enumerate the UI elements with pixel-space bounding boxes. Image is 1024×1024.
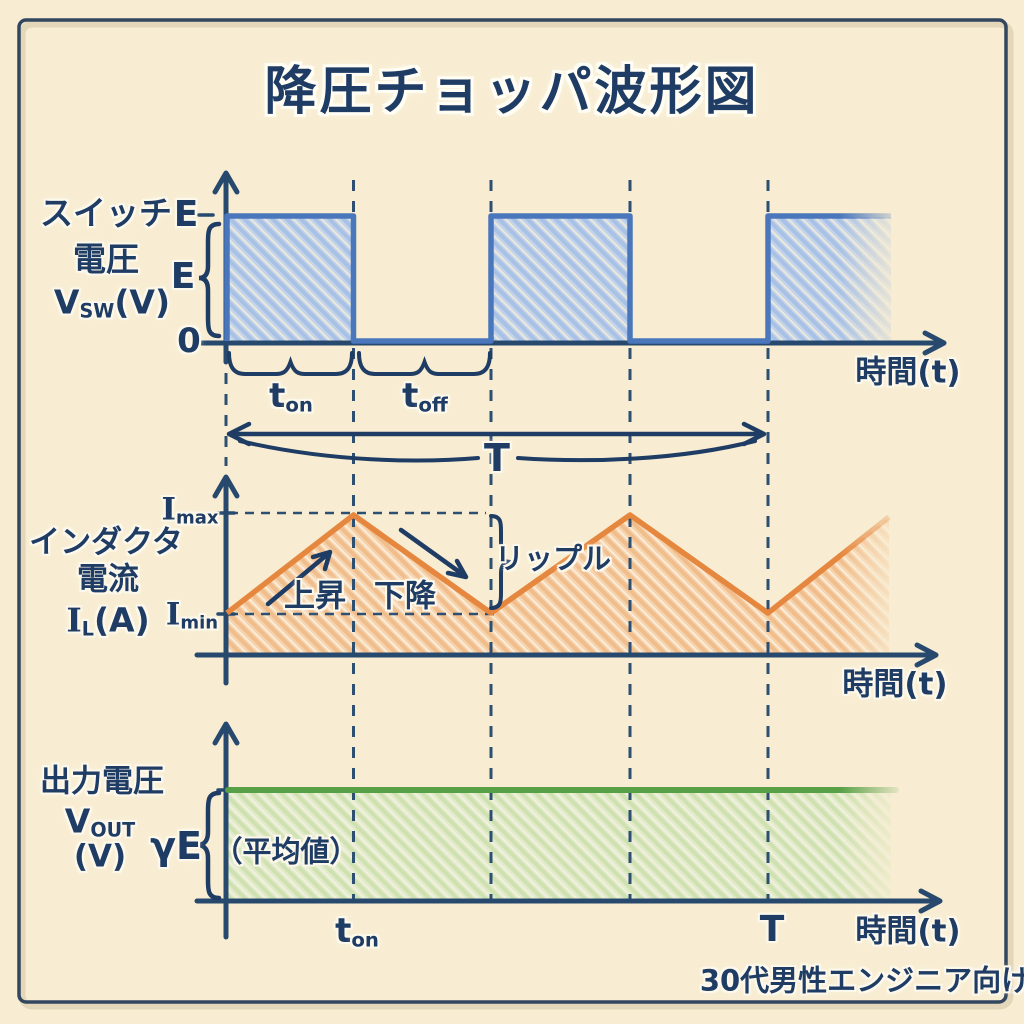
chart1-x-arrowhead-icon <box>922 330 947 356</box>
chart2-y-arrowhead-icon <box>212 474 240 499</box>
chart2-x-arrowhead-icon <box>914 642 939 668</box>
guide-lines <box>224 180 770 900</box>
c2-imin-base: I <box>165 596 181 633</box>
pulse-fill-1 <box>227 217 354 342</box>
page-title: 降圧チョッパ波形図 <box>264 62 760 122</box>
triangle-fill <box>227 515 889 653</box>
c1-toff-base: t <box>402 375 419 416</box>
chart2-annotations <box>265 514 513 610</box>
c1-ton-sub: on <box>285 393 313 417</box>
c2-xlabel: 時間(t) <box>842 666 948 703</box>
c2-ylabel-symbol: IL(A) <box>66 603 149 638</box>
c1-ylabel-line2: 電圧 <box>73 239 139 279</box>
c3-sym-base: V <box>64 801 91 841</box>
pulse-fill-3 <box>768 217 891 342</box>
c1-ton-base: t <box>269 375 286 416</box>
inductor-current-fill-group <box>227 515 889 653</box>
paper-shadow <box>18 20 1014 1010</box>
level-guides <box>229 511 501 616</box>
output-voltage-fill-group <box>228 793 891 899</box>
period-arrow <box>226 421 767 463</box>
chart1-y-arrowhead-icon <box>212 170 240 195</box>
c2-imax-label: Imax <box>161 491 219 529</box>
c3-period-mark: T <box>759 909 785 950</box>
ripple-brace <box>489 514 513 610</box>
c2-ripple-label: リップル <box>494 541 612 576</box>
c1-sym-unit: (V) <box>114 282 171 322</box>
c2-sym-base: I <box>66 600 82 640</box>
c3-xlabel: 時間(t) <box>855 913 961 950</box>
c2-sym-unit: (A) <box>93 600 150 640</box>
c2-ylabel-line1: インダクタ <box>29 524 183 561</box>
c3-ton-sub: on <box>351 928 379 952</box>
c1-toff-sub: off <box>418 393 448 417</box>
c1-sym-sub: SW <box>79 299 115 323</box>
switch-voltage-fill-group <box>227 217 891 342</box>
c2-imin-label: Imin <box>165 596 219 634</box>
amplitude-brace <box>198 221 222 339</box>
period-arrow-curve-left <box>238 439 480 463</box>
fall-arrowhead-icon <box>445 558 469 580</box>
chart3-x-arrowhead-icon <box>918 888 943 914</box>
c3-level-label: γE <box>150 824 202 868</box>
ton-underbrace <box>227 351 354 376</box>
c1-ton-label: ton <box>269 379 313 415</box>
inductor-current-wave <box>225 512 891 616</box>
c3-sym-sub: OUT <box>90 818 136 842</box>
c2-imax-base: I <box>161 491 177 528</box>
c3-ton-base: t <box>335 910 352 951</box>
switch-voltage-wave <box>224 213 891 344</box>
gamma-e-brace <box>198 790 222 901</box>
frame-border <box>17 18 1008 1004</box>
pulse-fill-2 <box>491 217 630 342</box>
rise-arrowhead-icon <box>310 549 333 572</box>
c3-ylabel-symbol: VOUT <box>65 804 135 839</box>
output-fill <box>228 793 891 899</box>
rise-arrow <box>265 550 332 607</box>
c1-ylabel-line1: スイッチ <box>40 193 172 233</box>
c1-tick-high: E <box>173 194 199 235</box>
c2-imax-sub: max <box>176 507 219 529</box>
c1-period-label: T <box>484 436 510 480</box>
c1-toff-label: toff <box>402 379 448 415</box>
footer-note: 30代男性エンジニア向け <box>699 963 1024 998</box>
c3-ylabel-line1: 出力電圧 <box>40 763 164 800</box>
c2-sym-sub: L <box>81 617 94 641</box>
triangle-wave-line <box>225 512 891 616</box>
chart3-y-arrowhead-icon <box>212 721 240 746</box>
chart2-axes <box>194 474 939 686</box>
c3-ton-label: ton <box>335 914 379 950</box>
c2-imin-sub: min <box>180 612 219 634</box>
c1-tick-zero: 0 <box>177 321 201 361</box>
fall-arrow <box>398 527 468 579</box>
c1-xlabel: 時間(t) <box>855 354 961 391</box>
square-wave-line <box>224 213 891 344</box>
c2-fall-label: 下降 <box>374 578 436 615</box>
c3-average-note: （平均値） <box>213 834 359 869</box>
c3-ylabel-unit: (V) <box>73 838 127 875</box>
c1-ylabel-symbol: VSW(V) <box>54 285 170 320</box>
c2-ylabel-line2: 電流 <box>77 561 139 598</box>
period-arrow-curve-right <box>516 439 757 463</box>
toff-underbrace <box>357 351 492 376</box>
c1-sym-base: V <box>53 282 80 322</box>
c2-rise-label: 上昇 <box>284 578 346 615</box>
c1-amplitude-label: E <box>170 256 196 297</box>
